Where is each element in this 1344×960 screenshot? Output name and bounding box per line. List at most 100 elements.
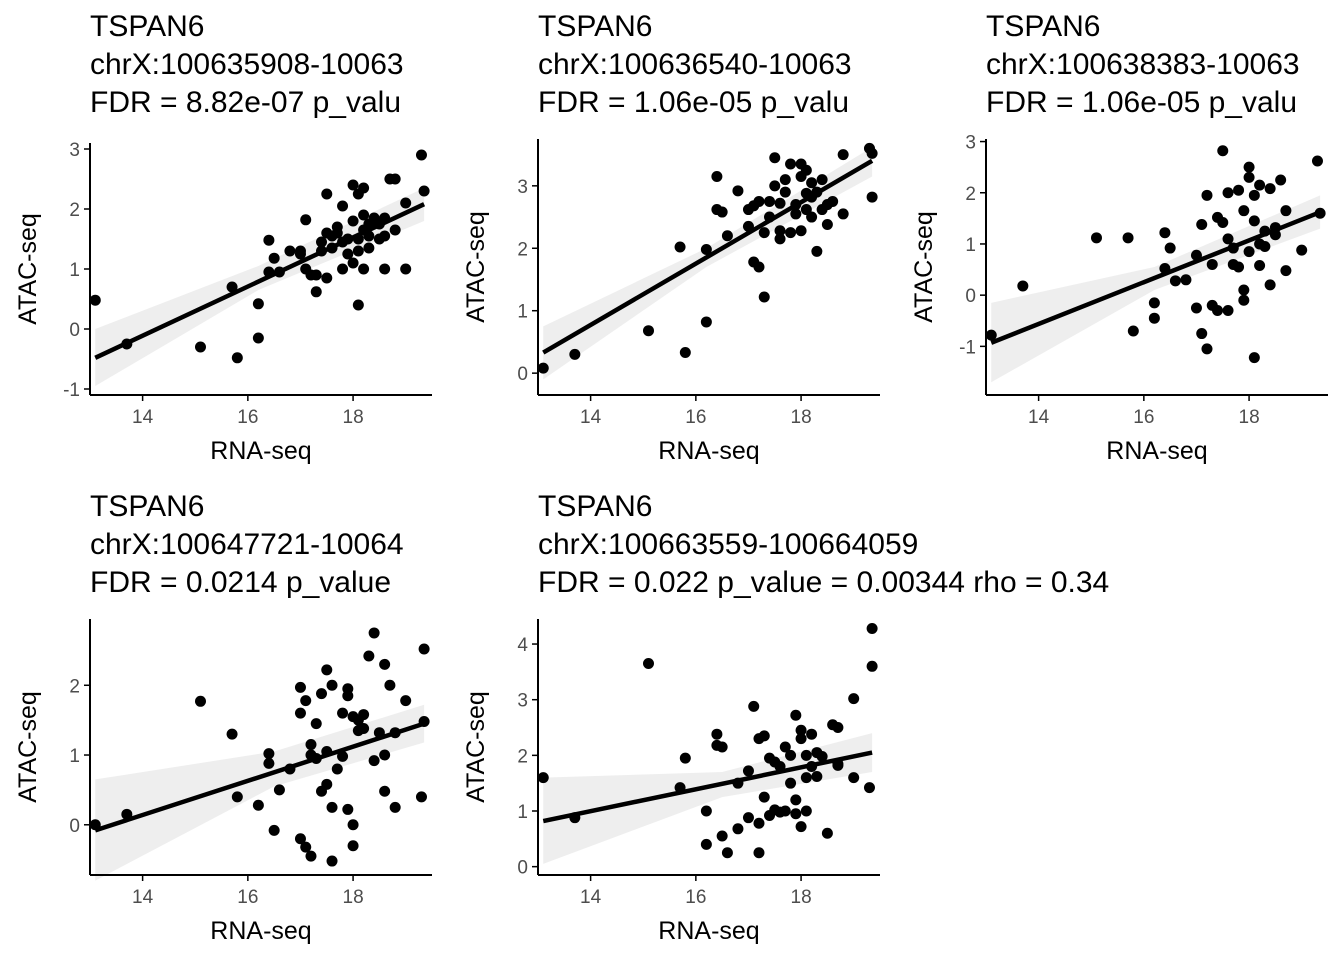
y-tick-label: 4: [517, 635, 528, 656]
chart-title-stats: FDR = 1.06e-05 p_valu: [538, 86, 850, 119]
data-point: [294, 833, 306, 845]
x-tick-label: 16: [685, 407, 706, 428]
data-point: [837, 208, 849, 220]
confidence-band: [543, 733, 873, 864]
data-point: [863, 782, 875, 794]
data-point: [1122, 232, 1134, 244]
y-tick-label: 3: [517, 177, 528, 198]
x-tick-label: 18: [343, 887, 364, 908]
y-axis-label: ATAC-seq: [462, 211, 490, 323]
data-point: [774, 197, 786, 209]
regression-line: [542, 158, 874, 355]
y-tick-label: 0: [517, 858, 528, 879]
data-point: [821, 827, 833, 839]
data-point: [774, 233, 786, 245]
data-point: [326, 679, 338, 691]
data-point: [316, 236, 328, 248]
data-point: [769, 180, 781, 192]
data-point: [700, 244, 712, 256]
data-point: [358, 263, 370, 275]
data-point: [785, 749, 797, 761]
y-tick-label: 3: [69, 140, 80, 161]
data-point: [537, 772, 549, 784]
data-point: [1090, 232, 1102, 244]
y-tick-label: 1: [517, 802, 528, 823]
data-point: [769, 152, 781, 164]
data-point: [537, 362, 549, 374]
data-point: [263, 234, 275, 246]
data-point: [1148, 312, 1160, 324]
data-point: [300, 841, 312, 853]
data-point: [1127, 325, 1139, 337]
data-point: [1017, 280, 1029, 292]
data-point: [821, 219, 833, 231]
chart-title-stats: FDR = 0.0214 p_value: [90, 566, 392, 599]
data-point: [389, 224, 401, 236]
data-point: [389, 173, 401, 185]
data-point: [379, 749, 391, 761]
data-point: [700, 805, 712, 817]
regression-line: [94, 202, 426, 360]
data-point: [321, 188, 333, 200]
data-point: [1190, 302, 1202, 314]
data-point: [1248, 189, 1260, 201]
data-point: [310, 718, 322, 730]
data-point: [226, 281, 238, 293]
data-point: [347, 179, 359, 191]
data-point: [273, 784, 285, 796]
scatter-panel: TSPAN6 chrX:100636540-10063 FDR = 1.06e-05…: [448, 0, 896, 480]
data-point: [231, 352, 243, 364]
data-point: [310, 286, 322, 298]
data-point: [837, 149, 849, 161]
data-point: [811, 245, 823, 257]
data-point: [1212, 305, 1224, 317]
data-point: [785, 227, 797, 239]
chart-title-region: chrX:100638383-10063: [986, 48, 1300, 81]
y-tick-label: 1: [69, 746, 80, 767]
x-axis-label: RNA-seq: [1106, 437, 1207, 465]
data-point: [294, 707, 306, 719]
data-point: [721, 230, 733, 242]
data-point: [337, 707, 349, 719]
y-axis-label: ATAC-seq: [462, 691, 490, 803]
data-point: [832, 759, 844, 771]
data-point: [753, 817, 765, 829]
data-point: [800, 749, 812, 761]
x-tick-label: 16: [237, 887, 258, 908]
data-point: [785, 158, 797, 170]
data-point: [194, 341, 206, 353]
data-point: [1243, 171, 1255, 183]
data-point: [363, 650, 375, 662]
data-point: [764, 195, 776, 207]
data-point: [1196, 219, 1208, 231]
data-point: [790, 709, 802, 721]
data-point: [753, 195, 765, 207]
data-point: [753, 261, 765, 273]
data-point: [790, 794, 802, 806]
y-tick-label: 1: [517, 302, 528, 323]
data-point: [985, 329, 997, 341]
data-point: [716, 206, 728, 218]
data-point: [1248, 215, 1260, 227]
y-tick-label: 0: [517, 364, 528, 385]
data-point: [321, 272, 333, 284]
data-point: [679, 752, 691, 764]
data-point: [1243, 246, 1255, 258]
data-point: [795, 724, 807, 736]
data-point: [827, 195, 839, 207]
data-point: [1238, 205, 1250, 217]
data-point: [742, 812, 754, 824]
data-point: [866, 660, 878, 672]
y-tick-label: 0: [69, 320, 80, 341]
data-point: [363, 242, 375, 254]
x-tick-label: 18: [1239, 407, 1260, 428]
data-point: [716, 741, 728, 753]
data-point: [642, 658, 654, 670]
chart-title-gene: TSPAN6: [538, 10, 653, 43]
data-point: [1222, 233, 1234, 245]
data-point: [800, 772, 812, 784]
data-point: [721, 847, 733, 859]
data-point: [415, 149, 427, 161]
data-point: [326, 855, 338, 867]
